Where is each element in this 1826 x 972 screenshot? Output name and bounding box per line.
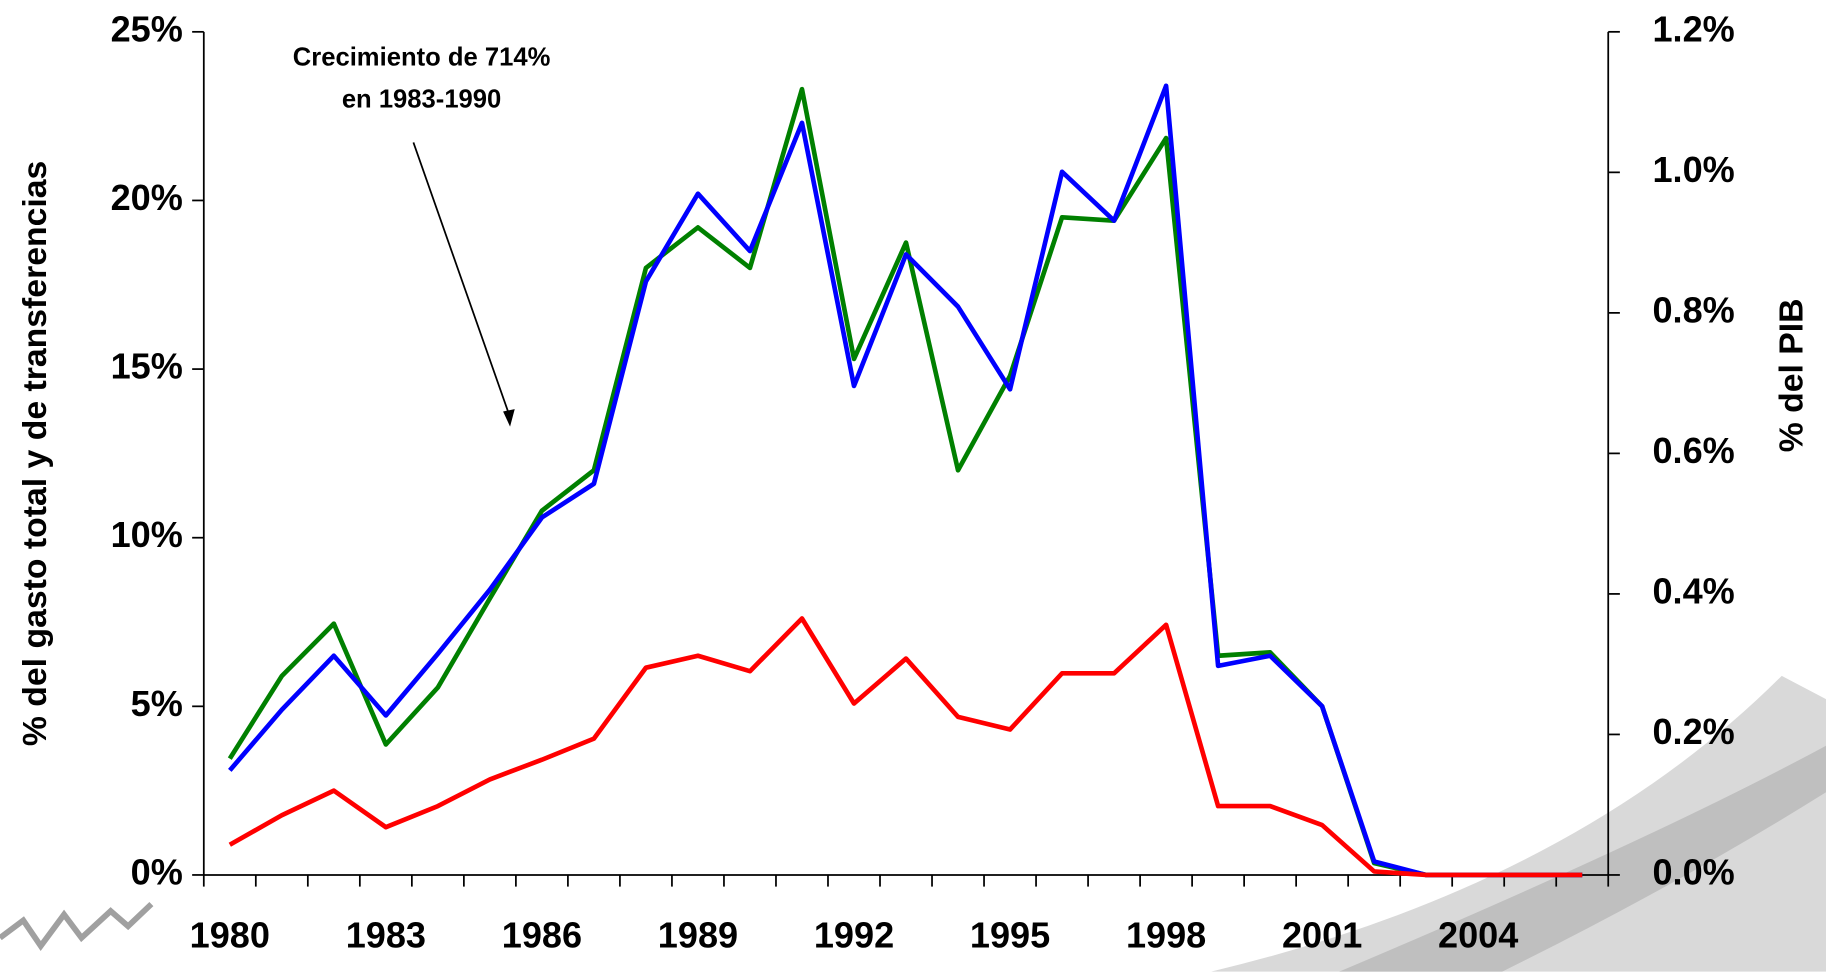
annotation: Crecimiento de 714% <box>293 43 551 71</box>
y2-tick-label: 0.6% <box>1652 430 1734 471</box>
y2-tick-label: 0.8% <box>1652 289 1734 330</box>
y-tick-label: 0% <box>131 851 183 892</box>
x-tick-label: 1980 <box>190 914 270 955</box>
x-tick-label: 1986 <box>502 914 582 955</box>
x-tick-label: 1998 <box>1126 914 1206 955</box>
x-tick-label: 1995 <box>970 914 1050 955</box>
page: {"chart_data": {"type": "line", "annotat… <box>0 0 1826 972</box>
y2-tick-label: 0.2% <box>1652 711 1734 752</box>
y-tick-label: 5% <box>131 683 183 724</box>
y-tick-label: 20% <box>111 177 183 218</box>
decor-logo <box>0 904 151 946</box>
x-tick-label: 1983 <box>346 914 426 955</box>
y-tick-label: 15% <box>111 346 183 387</box>
y-tick-label: 10% <box>111 514 183 555</box>
y2-tick-label: 1.0% <box>1652 149 1734 190</box>
series-line <box>230 86 1582 875</box>
y2-tick-label: 1.2% <box>1652 8 1734 49</box>
annotation: en 1983-1990 <box>342 85 501 113</box>
x-tick-label: 1992 <box>814 914 894 955</box>
chart: % del gasto total y de transferencias % … <box>0 0 1826 972</box>
series-line <box>230 89 1582 875</box>
y2-tick-label: 0.0% <box>1652 851 1734 892</box>
x-tick-label: 2001 <box>1282 914 1362 955</box>
x-tick-label: 1989 <box>658 914 738 955</box>
annotation-arrowhead <box>503 409 515 426</box>
x-tick-label: 2004 <box>1438 914 1518 955</box>
y2-axis-title: % del PIB <box>1772 298 1810 452</box>
annotation-arrow <box>413 142 510 417</box>
y2-tick-label: 0.4% <box>1652 570 1734 611</box>
y-axis-title: % del gasto total y de transferencias <box>16 161 54 746</box>
y-tick-label: 25% <box>111 8 183 49</box>
